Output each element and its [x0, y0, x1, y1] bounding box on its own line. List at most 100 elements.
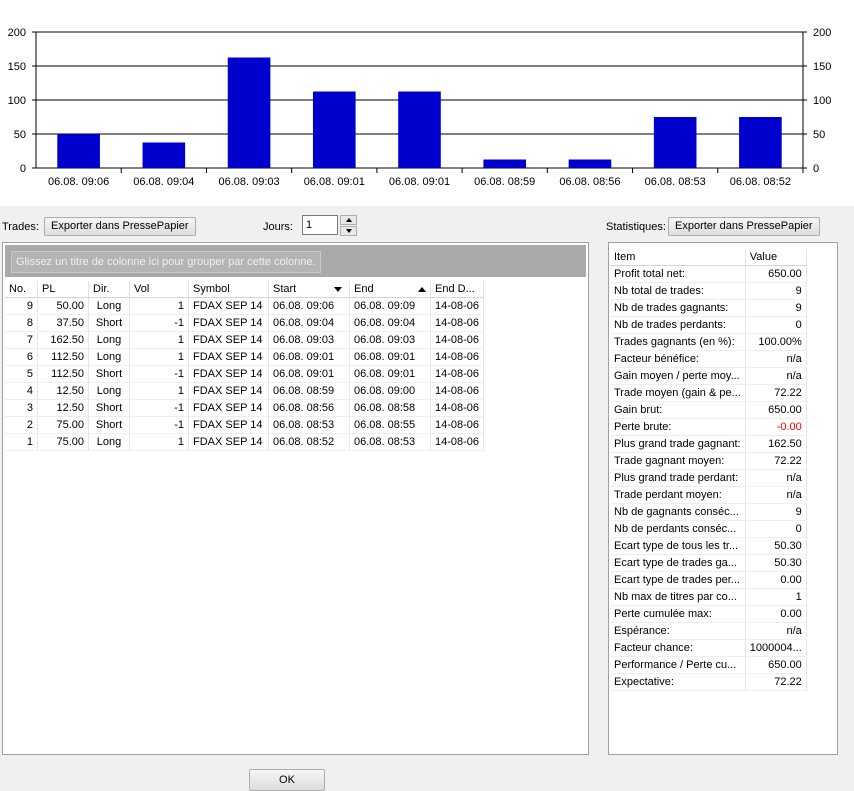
col-header-end[interactable]: End — [349, 281, 431, 298]
stats-row[interactable]: Espérance: n/a — [610, 622, 807, 640]
spin-up-icon — [346, 218, 352, 222]
table-cell: 14-08-06 — [430, 314, 485, 332]
stats-row[interactable]: Plus grand trade perdant: n/a — [610, 469, 807, 487]
table-cell: FDAX SEP 14 — [188, 331, 269, 349]
col-header-vol[interactable]: Vol — [129, 281, 189, 298]
col-header-start[interactable]: Start — [268, 281, 350, 298]
stats-grid[interactable]: Item Value Profit total net: 650.00 Nb tot… — [608, 242, 838, 755]
stats-item: Profit total net: — [610, 265, 746, 283]
table-cell: 1 — [129, 297, 189, 315]
stats-value: 650.00 — [745, 656, 807, 674]
stats-item: Ecart type de tous les tr... — [610, 537, 746, 555]
stats-value: 50.30 — [745, 537, 807, 555]
table-row[interactable]: 9 50.00 Long 1 FDAX SEP 14 06.08. 09:06 06.08.… — [5, 297, 485, 315]
bar — [312, 91, 356, 168]
stats-row[interactable]: Facteur bénéfice: n/a — [610, 350, 807, 368]
stats-row[interactable]: Expectative: 72.22 — [610, 673, 807, 691]
col-header-end-label: End — [354, 283, 374, 295]
x-tick-label: 06.08. 09:01 — [389, 176, 450, 188]
table-cell: 06.08. 08:55 — [349, 416, 431, 434]
stats-item: Ecart type de trades per... — [610, 571, 746, 589]
stats-export-button[interactable]: Exporter dans PressePapier — [668, 217, 820, 236]
stats-row[interactable]: Gain moyen / perte moy... n/a — [610, 367, 807, 385]
stats-col-header-item[interactable]: Item — [610, 249, 746, 266]
ok-button[interactable]: OK — [249, 769, 325, 791]
bar — [483, 159, 527, 168]
stats-row[interactable]: Trade gagnant moyen: 72.22 — [610, 452, 807, 470]
x-tick-label: 06.08. 09:04 — [133, 176, 194, 188]
stats-row[interactable]: Facteur chance: 1000004... — [610, 639, 807, 657]
table-cell: Long — [88, 331, 130, 349]
group-by-area[interactable]: Glissez un titre de colonne ici pour gro… — [5, 245, 586, 277]
table-row[interactable]: 6 112.50 Long 1 FDAX SEP 14 06.08. 09:01 06.08… — [5, 348, 485, 366]
stats-value: n/a — [745, 622, 807, 640]
table-cell: 06.08. 09:04 — [268, 314, 350, 332]
stats-row[interactable]: Nb max de titres par co... 1 — [610, 588, 807, 606]
table-row[interactable]: 4 12.50 Long 1 FDAX SEP 14 06.08. 08:59 06.08.… — [5, 382, 485, 400]
spin-up-button[interactable] — [340, 215, 357, 225]
col-header-no[interactable]: No. — [5, 281, 38, 298]
x-tick-label: 06.08. 08:59 — [474, 176, 535, 188]
stats-row[interactable]: Plus grand trade gagnant: 162.50 — [610, 435, 807, 453]
col-header-start-label: Start — [273, 283, 297, 295]
table-row[interactable]: 3 12.50 Short -1 FDAX SEP 14 06.08. 08:56 06.0… — [5, 399, 485, 417]
stats-value: 50.30 — [745, 554, 807, 572]
stats-row[interactable]: Ecart type de trades ga... 50.30 — [610, 554, 807, 572]
stats-item: Expectative: — [610, 673, 746, 691]
trades-export-button[interactable]: Exporter dans PressePapier — [44, 217, 196, 236]
table-cell: Short — [88, 314, 130, 332]
stats-row[interactable]: Performance / Perte cu... 650.00 — [610, 656, 807, 674]
table-row[interactable]: 2 75.00 Short -1 FDAX SEP 14 06.08. 08:53 06.0… — [5, 416, 485, 434]
days-input[interactable] — [302, 215, 338, 235]
spin-down-icon — [346, 229, 352, 233]
stats-row[interactable]: Trade moyen (gain & pe... 72.22 — [610, 384, 807, 402]
stats-row[interactable]: Perte cumulée max: 0.00 — [610, 605, 807, 623]
spin-down-button[interactable] — [340, 226, 357, 236]
table-cell: 1 — [129, 382, 189, 400]
stats-table: Item Value Profit total net: 650.00 Nb tot… — [610, 249, 807, 691]
stats-row[interactable]: Ecart type de tous les tr... 50.30 — [610, 537, 807, 555]
table-row[interactable]: 7 162.50 Long 1 FDAX SEP 14 06.08. 09:03 06.08… — [5, 331, 485, 349]
days-spinner[interactable] — [302, 215, 358, 237]
stats-row[interactable]: Nb total de trades: 9 — [610, 282, 807, 300]
stats-row[interactable]: Nb de gagnants conséc... 9 — [610, 503, 807, 521]
col-header-dir[interactable]: Dir. — [88, 281, 130, 298]
col-header-symbol[interactable]: Symbol — [188, 281, 269, 298]
table-cell: Short — [88, 399, 130, 417]
table-row[interactable]: 1 75.00 Long 1 FDAX SEP 14 06.08. 08:52 06.08.… — [5, 433, 485, 451]
table-cell: 06.08. 08:52 — [268, 433, 350, 451]
stats-row[interactable]: Trade perdant moyen: n/a — [610, 486, 807, 504]
stats-row[interactable]: Profit total net: 650.00 — [610, 265, 807, 283]
table-cell: 5 — [5, 365, 38, 383]
table-row[interactable]: 8 37.50 Short -1 FDAX SEP 14 06.08. 09:04 06.0… — [5, 314, 485, 332]
x-tick-label: 06.08. 08:56 — [559, 176, 620, 188]
stats-row[interactable]: Nb de perdants conséc... 0 — [610, 520, 807, 538]
stats-row[interactable]: Gain brut: 650.00 — [610, 401, 807, 419]
pl-bar-chart: 0 0 50 50 100 100 150 150 200 200 06.08. 09:06 06.0… — [0, 0, 854, 206]
stats-value: 9 — [745, 503, 807, 521]
trades-grid[interactable]: Glissez un titre de colonne ici pour gro… — [2, 242, 589, 755]
stats-item: Trade moyen (gain & pe... — [610, 384, 746, 402]
table-cell: -1 — [129, 365, 189, 383]
table-cell: -1 — [129, 399, 189, 417]
col-header-end-date[interactable]: End D... — [430, 281, 485, 298]
stats-item: Nb de gagnants conséc... — [610, 503, 746, 521]
stats-value: 0 — [745, 316, 807, 334]
stats-item: Nb max de titres par co... — [610, 588, 746, 606]
col-header-pl[interactable]: PL — [37, 281, 89, 298]
stats-row[interactable]: Perte brute: -0.00 — [610, 418, 807, 436]
table-cell: 9 — [5, 297, 38, 315]
stats-row[interactable]: Ecart type de trades per... 0.00 — [610, 571, 807, 589]
stats-item: Trade perdant moyen: — [610, 486, 746, 504]
stats-row[interactable]: Nb de trades perdants: 0 — [610, 316, 807, 334]
stats-row[interactable]: Nb de trades gagnants: 9 — [610, 299, 807, 317]
table-cell: 1 — [129, 331, 189, 349]
stats-row[interactable]: Trades gagnants (en %): 100.00% — [610, 333, 807, 351]
stats-item: Gain moyen / perte moy... — [610, 367, 746, 385]
stats-value: 162.50 — [745, 435, 807, 453]
stats-col-header-value[interactable]: Value — [745, 249, 807, 266]
table-row[interactable]: 5 112.50 Short -1 FDAX SEP 14 06.08. 09:01 06.… — [5, 365, 485, 383]
table-cell: 06.08. 09:03 — [268, 331, 350, 349]
table-cell: 06.08. 09:01 — [268, 365, 350, 383]
table-cell: Long — [88, 297, 130, 315]
